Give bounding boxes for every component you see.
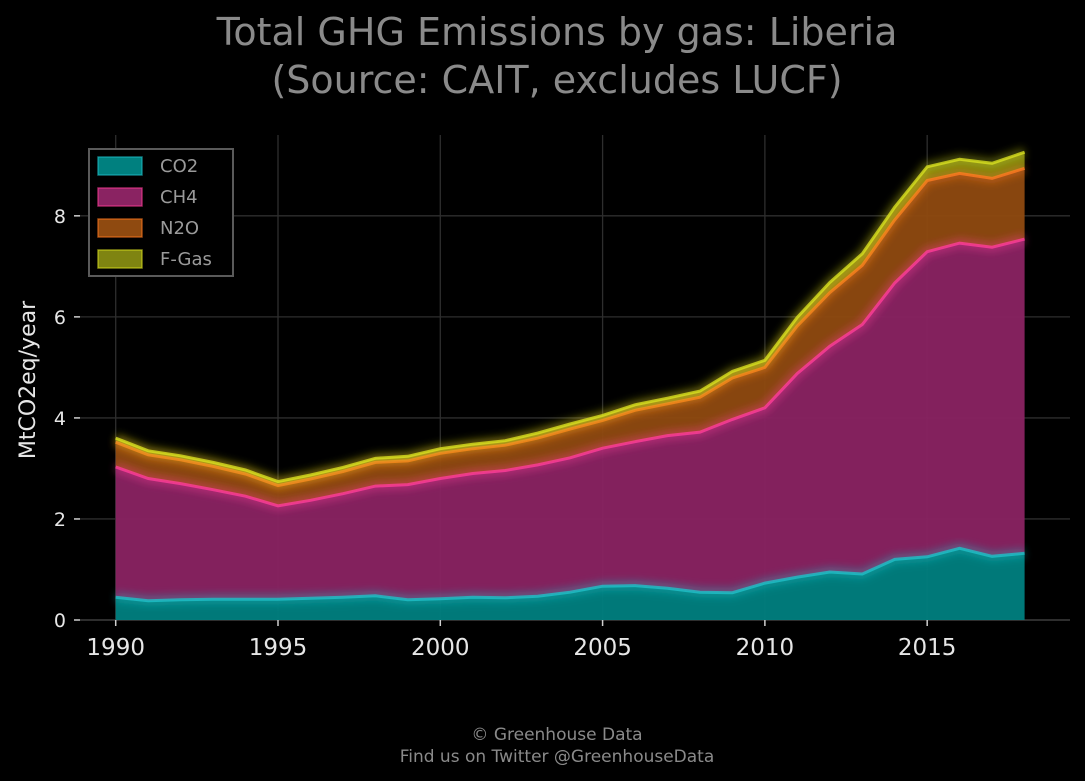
x-tick-label: 2000	[411, 635, 470, 661]
line-ch4	[115, 237, 1025, 508]
line-co2	[115, 546, 1025, 603]
y-tick-label: 4	[54, 408, 66, 430]
x-tick-label: 2005	[573, 635, 632, 661]
line-f-gas	[115, 150, 1026, 484]
legend-label-f-gas: F-Gas	[160, 249, 212, 270]
y-axis: 0 2 4 6 8	[54, 206, 80, 632]
y-tick-label: 2	[54, 509, 66, 531]
legend-swatch-co2	[97, 156, 143, 176]
chart-title-line-2: (Source: CAIT, excludes LUCF)	[271, 58, 842, 102]
footer-copyright: © Greenhouse Data	[471, 725, 642, 745]
area-ch4	[115, 239, 1025, 601]
x-tick-label: 1995	[249, 635, 308, 661]
legend: CO2 CH4 N2O F-Gas	[88, 148, 234, 277]
y-tick-label: 0	[54, 610, 66, 632]
x-axis: 1990 1995 2000 2005 2010 2015	[86, 620, 956, 661]
x-tick-label: 1990	[86, 635, 145, 661]
footer-twitter: Find us on Twitter @GreenhouseData	[400, 747, 715, 767]
legend-label-n2o: N2O	[160, 218, 199, 239]
x-tick-label: 2015	[898, 635, 957, 661]
legend-label-co2: CO2	[160, 156, 198, 177]
series-lines	[113, 147, 1027, 606]
y-tick-label: 6	[54, 307, 66, 329]
legend-swatch-f-gas	[97, 249, 143, 269]
legend-label-ch4: CH4	[160, 187, 198, 208]
x-tick-label: 2010	[736, 635, 795, 661]
legend-swatch-ch4	[97, 187, 143, 207]
legend-swatch-n2o	[97, 218, 143, 238]
chart-title-line-1: Total GHG Emissions by gas: Liberia	[216, 10, 898, 54]
y-tick-label: 8	[54, 206, 66, 228]
y-axis-label: MtCO2eq/year	[16, 300, 41, 459]
